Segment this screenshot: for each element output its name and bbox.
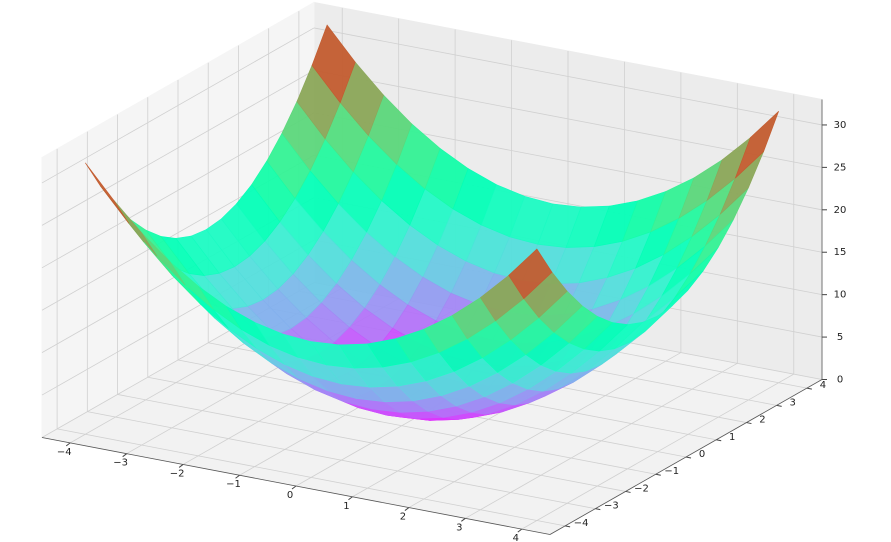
y-tick-label: −2 — [634, 483, 649, 494]
surface-patch — [85, 162, 129, 224]
x-tick-label: −4 — [57, 447, 72, 458]
z-tick-label: 20 — [834, 205, 847, 216]
y-tick — [685, 456, 692, 459]
grid-line — [147, 376, 656, 475]
y-tick-label: −4 — [574, 518, 589, 529]
y-tick — [716, 439, 722, 442]
x-tick-label: 2 — [400, 512, 406, 523]
x-tick — [178, 464, 184, 468]
x-tick-label: 1 — [343, 501, 349, 512]
x-tick-label: −2 — [170, 468, 185, 479]
x-tick — [235, 474, 240, 479]
y-tick-label: 1 — [729, 432, 735, 443]
x-tick — [348, 496, 353, 501]
x-tick-label: 4 — [513, 533, 519, 542]
z-tick-label: 25 — [834, 162, 847, 173]
y-tick — [595, 508, 601, 511]
y-tick — [776, 404, 782, 407]
surface — [85, 24, 779, 421]
y-tick-label: 3 — [789, 397, 795, 408]
y-tick-label: 2 — [759, 415, 765, 426]
surface-patch — [311, 24, 356, 104]
x-tick — [65, 442, 71, 447]
x-tick-label: 0 — [287, 490, 293, 501]
z-tick-label: 15 — [834, 247, 847, 258]
x-tick — [461, 517, 466, 522]
surface-patch — [735, 110, 779, 179]
z-tick-label: 5 — [837, 332, 843, 343]
x-tick — [291, 485, 297, 490]
x-tick-label: −3 — [113, 458, 128, 469]
z-tick-label: 30 — [834, 120, 847, 131]
surface-patch — [508, 248, 553, 300]
x-tick — [122, 453, 127, 458]
y-tick-label: 4 — [820, 380, 826, 391]
axis-line — [41, 437, 551, 535]
grid-line — [87, 411, 596, 510]
y-tick — [655, 473, 661, 476]
grid-line — [57, 428, 566, 527]
grid-line — [117, 394, 626, 492]
axis-line — [549, 379, 823, 535]
x-tick-label: −1 — [226, 479, 241, 490]
y-tick — [806, 387, 812, 390]
x-tick-label: 3 — [456, 522, 462, 533]
y-tick — [625, 490, 631, 493]
y-tick-label: 0 — [699, 449, 705, 460]
z-tick-label: 0 — [837, 375, 843, 386]
grid-line — [41, 70, 315, 226]
z-tick-label: 10 — [834, 290, 847, 301]
grid-line — [41, 112, 315, 269]
grid-line — [313, 27, 823, 126]
x-tick — [404, 507, 410, 511]
y-tick — [746, 422, 752, 425]
x-tick — [517, 528, 523, 533]
grid-line — [41, 27, 315, 184]
y-tick — [565, 525, 571, 528]
y-tick-label: −1 — [664, 466, 679, 477]
y-tick-label: −3 — [604, 501, 619, 512]
